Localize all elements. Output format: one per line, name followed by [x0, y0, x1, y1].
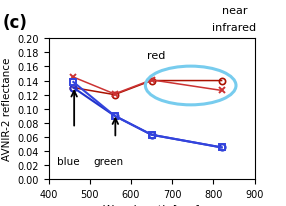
Text: (c): (c) — [3, 14, 28, 32]
Text: near: near — [222, 6, 247, 16]
Text: infrared: infrared — [212, 23, 257, 33]
Text: blue: blue — [57, 156, 80, 166]
Text: green: green — [93, 156, 123, 166]
Y-axis label: AVNIR-2 reflectance: AVNIR-2 reflectance — [2, 58, 12, 161]
Text: red: red — [146, 51, 165, 61]
X-axis label: Wavelength [nm]: Wavelength [nm] — [103, 204, 200, 206]
